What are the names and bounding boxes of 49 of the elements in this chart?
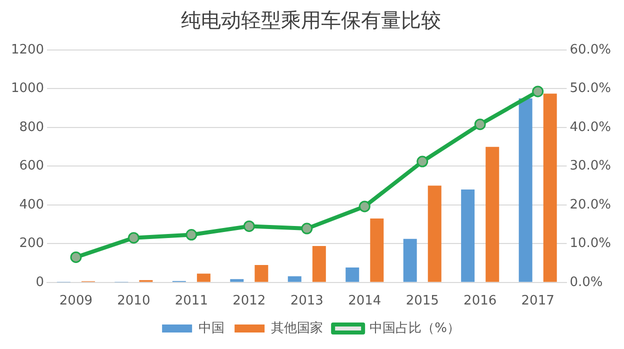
y-tick-label: 1200: [10, 42, 44, 58]
bar: [230, 279, 244, 282]
bar: [486, 146, 500, 282]
x-tick-label: 2014: [348, 294, 382, 309]
point: [532, 86, 544, 98]
y2-tick-label: 50.0%: [570, 81, 612, 96]
bar: [370, 218, 384, 282]
x-tick-label: 2012: [232, 294, 266, 309]
y-tick-label: 1000: [10, 81, 44, 96]
point: [416, 156, 428, 168]
point: [70, 251, 82, 263]
y-tick-label: 800: [19, 120, 44, 135]
legend-label: 中国: [198, 320, 225, 336]
bar: [543, 94, 557, 282]
bar: [346, 267, 360, 282]
x-tick-label: 2017: [521, 294, 554, 309]
y2-tick-label: 30.0%: [570, 158, 612, 174]
y-tick-label: 0: [36, 274, 44, 290]
y2-tick-label: 40.0%: [570, 120, 612, 135]
bar: [288, 276, 302, 282]
point: [243, 220, 255, 232]
y-tick-label: 400: [19, 197, 44, 212]
point: [186, 229, 198, 241]
y-tick-label: 200: [19, 236, 44, 252]
point: [301, 222, 313, 234]
y2-tick-label: 10.0%: [570, 236, 612, 252]
bar: [518, 98, 532, 282]
legend-label: 中国占比（%）: [370, 320, 460, 336]
x-tick-label: 2010: [117, 294, 150, 309]
bar: [428, 186, 442, 282]
x-tick-label: 2013: [290, 294, 324, 309]
chart-title: 纯电动轻型乘用车保有量比较: [181, 8, 441, 32]
bar: [461, 189, 475, 282]
point: [358, 200, 370, 212]
legend-label: 其他国家: [271, 320, 324, 336]
point: [474, 118, 486, 130]
y-tick-label: 600: [19, 158, 44, 174]
x-tick-label: 2015: [406, 294, 439, 309]
bar: [254, 264, 268, 282]
bar: [196, 274, 210, 282]
x-tick-label: 2011: [174, 294, 208, 309]
y2-tick-label: 0.0%: [570, 274, 603, 290]
x-tick-label: 2009: [59, 294, 92, 309]
y2-tick-label: 60.0%: [570, 42, 612, 58]
x-tick-label: 2016: [464, 294, 497, 309]
bar: [312, 246, 326, 282]
point: [128, 232, 140, 244]
bar: [403, 238, 417, 282]
y2-tick-label: 20.0%: [570, 197, 612, 212]
